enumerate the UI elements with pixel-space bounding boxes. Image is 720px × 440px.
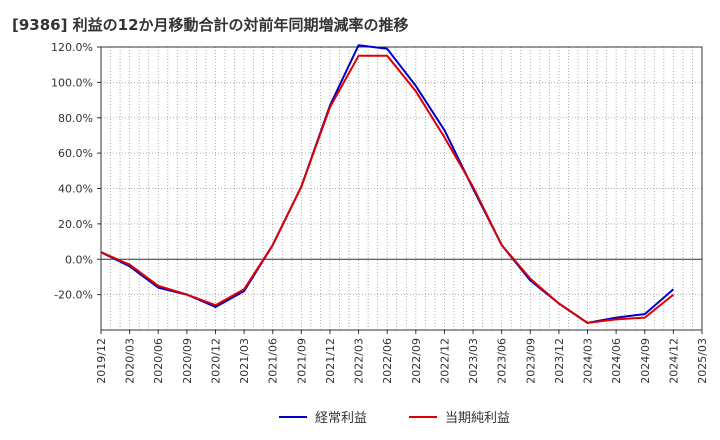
x-tick-label: 2022/03 xyxy=(353,338,366,384)
x-tick-label: 2021/09 xyxy=(295,338,308,384)
x-tick-label: 2024/12 xyxy=(667,338,680,384)
x-tick-label: 2020/12 xyxy=(209,338,222,384)
y-tick-label: 120.0% xyxy=(51,41,93,54)
series-line xyxy=(100,54,675,324)
x-tick-label: 2020/09 xyxy=(181,338,194,384)
y-tick-label: 40.0% xyxy=(58,183,93,196)
x-tick-label: 2023/03 xyxy=(467,338,480,384)
legend: 経常利益 当期純利益 xyxy=(279,411,510,426)
x-tick-label: 2022/12 xyxy=(438,338,451,384)
legend-label: 当期純利益 xyxy=(445,411,510,426)
axes xyxy=(97,46,703,334)
x-tick-label: 2022/09 xyxy=(410,338,423,384)
y-tick-label: 0.0% xyxy=(65,253,93,266)
tick-labels: -20.0% 0.0% 20.0% 40.0% 60.0% 80.0% 100.0% 120.… xyxy=(51,41,709,384)
x-tick-label: 2021/06 xyxy=(267,338,280,384)
x-tick-label: 2021/03 xyxy=(238,338,251,384)
x-tick-label: 2023/09 xyxy=(524,338,537,384)
x-tick-label: 2020/06 xyxy=(152,338,165,384)
x-tick-label: 2024/03 xyxy=(582,338,595,384)
y-tick-label: 100.0% xyxy=(51,76,93,89)
x-tick-label: 2022/06 xyxy=(381,338,394,384)
chart-title: [9386] 利益の12か月移動合計の対前年同期増減率の推移 xyxy=(12,16,409,34)
x-tick-label: 2024/06 xyxy=(610,338,623,384)
x-tick-label: 2024/09 xyxy=(639,338,652,384)
x-tick-label: 2021/12 xyxy=(324,338,337,384)
y-tick-label: 60.0% xyxy=(58,147,93,160)
legend-label: 経常利益 xyxy=(315,411,367,426)
x-tick-label: 2019/12 xyxy=(95,338,108,384)
series-lines xyxy=(100,44,675,324)
x-tick-label: 2020/03 xyxy=(124,338,137,384)
x-tick-label: 2023/12 xyxy=(553,338,566,384)
grid xyxy=(101,46,702,330)
y-tick-label: -20.0% xyxy=(54,289,93,302)
y-tick-label: 80.0% xyxy=(58,112,93,125)
x-tick-label: 2023/06 xyxy=(496,338,509,384)
x-tick-label: 2025/03 xyxy=(696,338,709,384)
y-tick-label: 20.0% xyxy=(58,218,93,231)
